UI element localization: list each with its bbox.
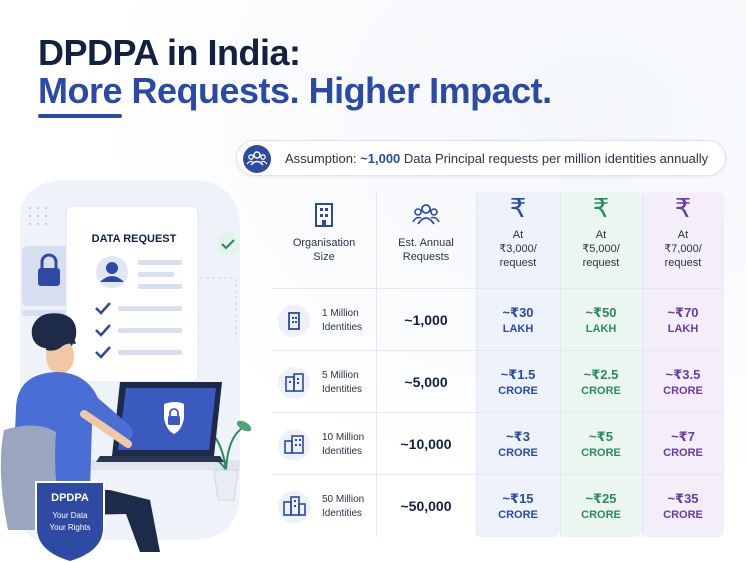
row-divider — [272, 350, 724, 351]
person-laptop-illustration: DPDPA Your Data Your Rights DATA REQUEST — [0, 180, 252, 562]
cost-5000: ~₹50 LAKH — [585, 305, 617, 335]
assumption-pill: Assumption: ~1,000 Data Principal reques… — [236, 140, 726, 176]
page-title: DPDPA in India: — [38, 32, 301, 73]
cost-5000: ~₹5 CRORE — [581, 429, 621, 459]
rupee-icon: ₹ — [592, 193, 610, 223]
building-icon — [315, 203, 333, 227]
divider — [560, 192, 561, 537]
row-divider — [272, 288, 724, 289]
rupee-icon: ₹ — [509, 193, 527, 223]
building-icon — [278, 367, 310, 399]
cost-7000: ~₹35 CRORE — [663, 491, 703, 521]
cost-5000: ~₹25 CRORE — [581, 491, 621, 521]
cost-table: Organisation Size Est. Annual Requests ₹… — [272, 192, 724, 537]
building-icon — [278, 491, 310, 523]
cost-3000: ~₹3 CRORE — [498, 429, 538, 459]
column-5000-shade — [560, 192, 642, 537]
cost-3000: ~₹30 LAKH — [502, 305, 534, 335]
building-icon — [278, 305, 310, 337]
header-7000: ₹ At ₹7,000/ request — [642, 192, 724, 286]
shield-line1: Your Data — [52, 511, 88, 520]
column-7000-shade — [642, 192, 724, 537]
people-icon — [243, 145, 271, 173]
requests-value: ~50,000 — [400, 498, 452, 514]
shield-title: DPDPA — [51, 492, 89, 504]
divider — [642, 192, 643, 537]
assumption-highlight: ~1,000 — [360, 151, 401, 166]
rupee-icon: ₹ — [674, 193, 692, 223]
cost-5000: ~₹2.5 CRORE — [581, 367, 621, 397]
page-subtitle: More Requests. Higher Impact. — [38, 70, 552, 111]
header-annual-requests: Est. Annual Requests — [376, 192, 476, 286]
cost-7000: ~₹7 CRORE — [663, 429, 703, 459]
requests-value: ~5,000 — [404, 374, 448, 390]
table-row-size: 50 Million Identities — [272, 475, 376, 537]
row-divider — [272, 474, 724, 475]
cost-7000: ~₹70 LAKH — [667, 305, 699, 335]
card-title: DATA REQUEST — [92, 233, 177, 245]
assumption-text: Assumption: ~1,000 Data Principal reques… — [285, 151, 709, 166]
header-5000: ₹ At ₹5,000/ request — [560, 192, 642, 286]
table-row-size: 1 Million Identities — [272, 289, 376, 351]
cost-3000: ~₹1.5 CRORE — [498, 367, 538, 397]
column-3000-shade — [476, 192, 560, 537]
header-3000: ₹ At ₹3,000/ request — [476, 192, 560, 286]
header-org-size: Organisation Size — [272, 192, 376, 286]
table-row-size: 10 Million Identities — [272, 413, 376, 475]
title-underline — [38, 114, 122, 118]
shield-line2: Your Rights — [49, 523, 90, 532]
divider — [476, 192, 477, 537]
cost-3000: ~₹15 CRORE — [498, 491, 538, 521]
requests-value: ~1,000 — [404, 312, 448, 328]
requests-value: ~10,000 — [400, 436, 452, 452]
building-icon — [278, 429, 310, 461]
row-divider — [272, 412, 724, 413]
table-row-size: 5 Million Identities — [272, 351, 376, 413]
divider — [376, 192, 377, 537]
people-icon — [412, 204, 440, 225]
cost-7000: ~₹3.5 CRORE — [663, 367, 703, 397]
